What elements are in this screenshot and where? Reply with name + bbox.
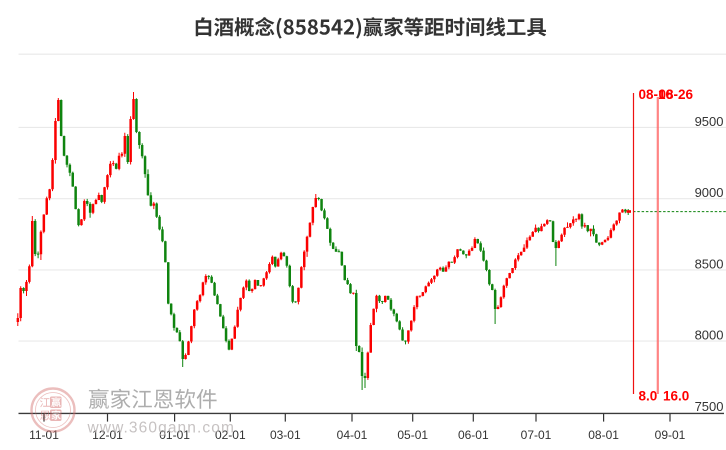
svg-text:11-01: 11-01 [29, 428, 59, 442]
svg-text:05-01: 05-01 [397, 428, 428, 442]
svg-text:9500: 9500 [695, 114, 724, 129]
svg-text:09-01: 09-01 [655, 428, 686, 442]
svg-text:7500: 7500 [695, 399, 724, 414]
svg-text:07-01: 07-01 [521, 428, 552, 442]
svg-text:8.0: 8.0 [639, 389, 658, 404]
svg-text:9000: 9000 [695, 185, 724, 200]
svg-text:8500: 8500 [695, 256, 724, 271]
svg-text:www.360gann.com: www.360gann.com [87, 420, 235, 437]
svg-text:06-01: 06-01 [458, 428, 489, 442]
svg-text:08-01: 08-01 [588, 428, 619, 442]
svg-text:12-01: 12-01 [92, 428, 123, 442]
svg-text:03-01: 03-01 [270, 428, 301, 442]
svg-text:08-16: 08-16 [639, 87, 674, 102]
svg-text:04-01: 04-01 [337, 428, 368, 442]
svg-text:16.0: 16.0 [663, 389, 689, 404]
svg-text:01-01: 01-01 [159, 428, 190, 442]
svg-text:08-26: 08-26 [659, 87, 694, 102]
svg-text:8000: 8000 [695, 328, 724, 343]
svg-text:02-01: 02-01 [215, 428, 246, 442]
